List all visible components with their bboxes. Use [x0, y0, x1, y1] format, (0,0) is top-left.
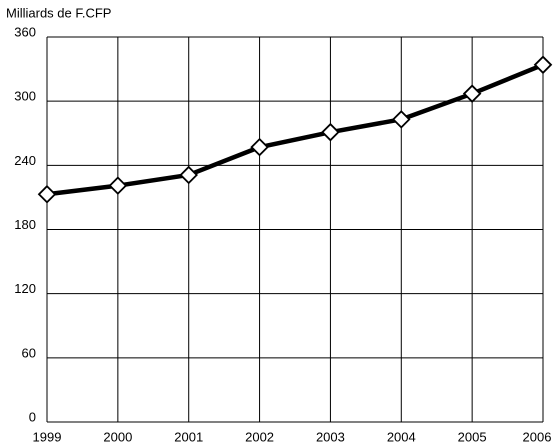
x-tick-label: 2000: [103, 429, 132, 444]
x-tick-label: 1999: [33, 429, 62, 444]
y-axis-label: Milliards de F.CFP: [6, 5, 111, 20]
data-point: [250, 137, 269, 157]
x-tick-label: 2003: [316, 429, 345, 444]
data-point: [37, 184, 57, 204]
y-tick-label: 300: [14, 89, 36, 104]
y-tick-label: 240: [14, 153, 36, 168]
data-point: [179, 165, 198, 185]
y-tick-label: 0: [29, 409, 36, 424]
y-tick-label: 120: [14, 281, 36, 296]
data-point: [462, 84, 482, 103]
x-tick-label: 2005: [458, 429, 487, 444]
data-point: [321, 122, 340, 142]
data-line: [46, 62, 544, 197]
x-tick-label: 2002: [245, 429, 274, 444]
x-tick-label: 2001: [174, 429, 203, 444]
data-point: [392, 110, 411, 129]
y-tick-label: 60: [22, 345, 36, 360]
data-point: [533, 55, 553, 75]
x-tick-label: 2004: [387, 429, 416, 444]
y-tick-label: 360: [14, 24, 36, 39]
x-tick-label: 2006: [523, 429, 552, 444]
y-tick-label: 180: [14, 217, 36, 232]
data-point: [108, 176, 128, 195]
